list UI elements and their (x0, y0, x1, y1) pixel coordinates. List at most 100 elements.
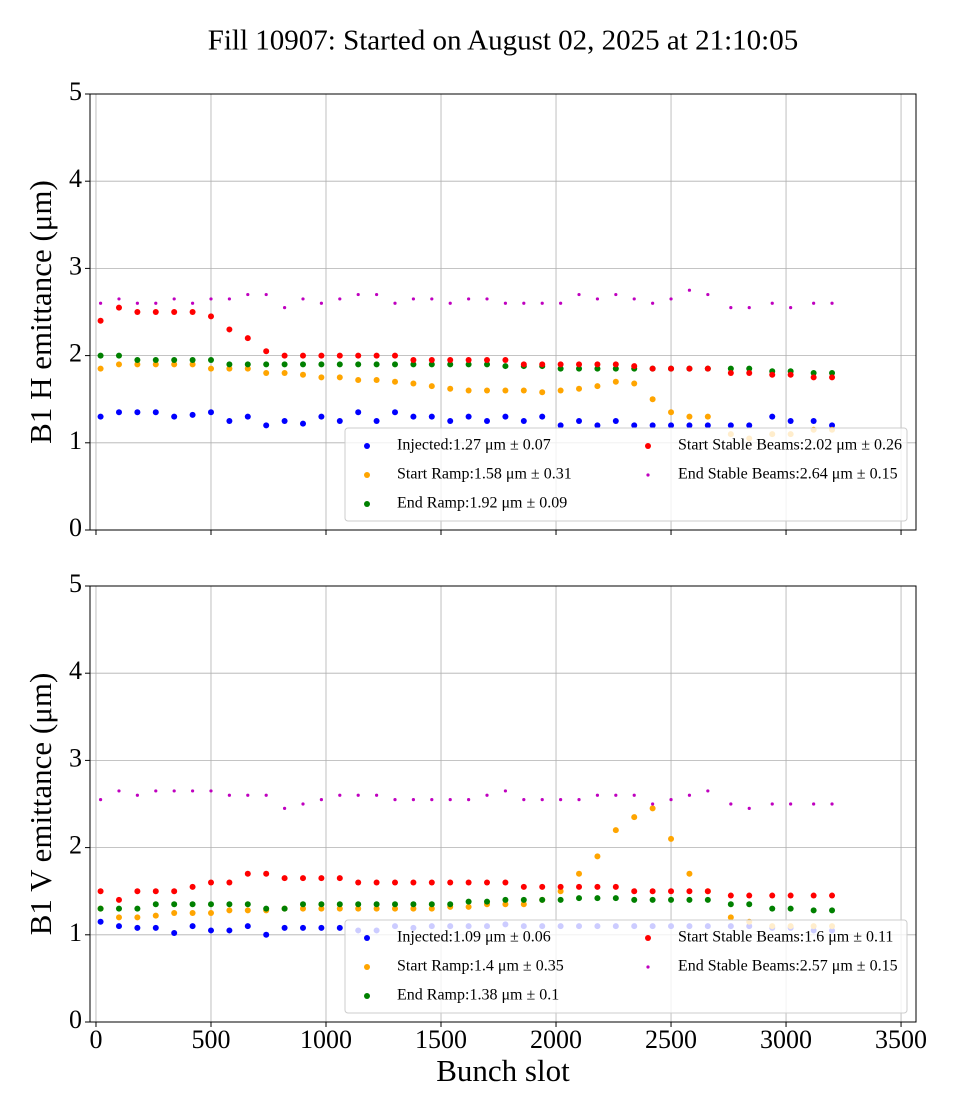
y-tick-label: 1 (69, 918, 82, 947)
data-point (244, 365, 251, 372)
data-point (539, 361, 546, 368)
legend-label: Start Ramp:1.4 μm ± 0.35 (397, 958, 564, 975)
x-tick-label: 3500 (875, 1025, 927, 1054)
data-point (171, 361, 178, 368)
data-point (263, 422, 270, 429)
data-point (595, 793, 600, 797)
data-point (594, 422, 601, 429)
data-point (189, 910, 196, 916)
data-point (539, 413, 546, 420)
data-point (244, 870, 251, 877)
data-point (769, 413, 776, 420)
data-point (392, 361, 399, 368)
data-point (428, 879, 435, 886)
data-point (97, 317, 104, 324)
data-point (134, 309, 141, 315)
data-point (134, 914, 141, 921)
data-point (669, 798, 673, 802)
data-point (98, 798, 103, 802)
data-point (467, 297, 471, 301)
data-point (392, 901, 399, 908)
data-point (207, 409, 214, 416)
axes-frame (89, 93, 917, 531)
data-point (612, 895, 619, 902)
data-point (557, 888, 564, 895)
data-point (687, 288, 692, 292)
data-point (447, 418, 454, 424)
data-point (559, 798, 563, 802)
data-point (428, 383, 435, 390)
data-point (209, 297, 213, 301)
data-point (769, 892, 776, 899)
data-point (244, 361, 251, 368)
data-point (747, 306, 751, 310)
data-point (769, 371, 776, 378)
data-point (115, 923, 122, 930)
data-point (356, 292, 360, 297)
data-point (189, 309, 196, 315)
data-point (299, 875, 306, 882)
data-point (729, 306, 733, 310)
data-point (375, 793, 379, 797)
data-point (207, 313, 214, 320)
data-point (557, 422, 564, 429)
data-point (97, 918, 104, 925)
y-tick-label: 2 (69, 339, 82, 368)
data-point (115, 352, 122, 359)
legend-box (344, 427, 908, 522)
data-point (687, 793, 692, 797)
data-point (649, 422, 656, 429)
data-point (576, 385, 583, 392)
data-point (727, 422, 734, 429)
data-point (355, 352, 362, 359)
data-point (577, 292, 581, 297)
data-point (631, 422, 638, 429)
data-point (829, 892, 836, 899)
legend-label: End Stable Beams:2.64 μm ± 0.15 (678, 466, 898, 483)
data-point (502, 901, 509, 908)
data-point (152, 901, 159, 908)
data-point (649, 896, 656, 903)
data-point (746, 370, 753, 377)
data-point (746, 892, 753, 899)
data-point (484, 356, 491, 363)
data-point (465, 387, 472, 394)
data-point (704, 413, 711, 420)
data-point (595, 297, 600, 301)
data-point (503, 789, 508, 793)
data-point (810, 370, 817, 377)
data-point (152, 356, 159, 363)
data-point (631, 814, 638, 821)
data-point (209, 789, 213, 793)
data-point (632, 297, 636, 301)
data-point (632, 793, 636, 797)
data-point (355, 879, 362, 886)
data-point (577, 798, 581, 802)
legend: Injected:1.27 μm ± 0.07 Start Ramp:1.58 μ… (344, 427, 908, 522)
data-point (686, 365, 693, 372)
data-point (190, 301, 195, 305)
data-point (704, 888, 711, 895)
data-point (631, 888, 638, 895)
data-point (484, 879, 491, 886)
data-point (747, 806, 751, 810)
data-point (502, 363, 509, 370)
data-point (263, 370, 270, 377)
y-tick-label: 5 (69, 569, 82, 598)
data-point (135, 301, 139, 305)
data-point (263, 931, 270, 938)
data-point (115, 361, 122, 368)
data-point (318, 924, 325, 931)
legend-marker (364, 501, 370, 507)
data-point (410, 901, 417, 908)
data-point (789, 802, 793, 806)
data-point (539, 883, 546, 890)
data-point (226, 927, 233, 934)
data-point (392, 378, 399, 385)
data-point (411, 297, 416, 301)
data-point (263, 361, 270, 368)
data-point (115, 896, 122, 903)
data-point (770, 301, 774, 305)
x-axis-label: Bunch slot (436, 1053, 570, 1088)
